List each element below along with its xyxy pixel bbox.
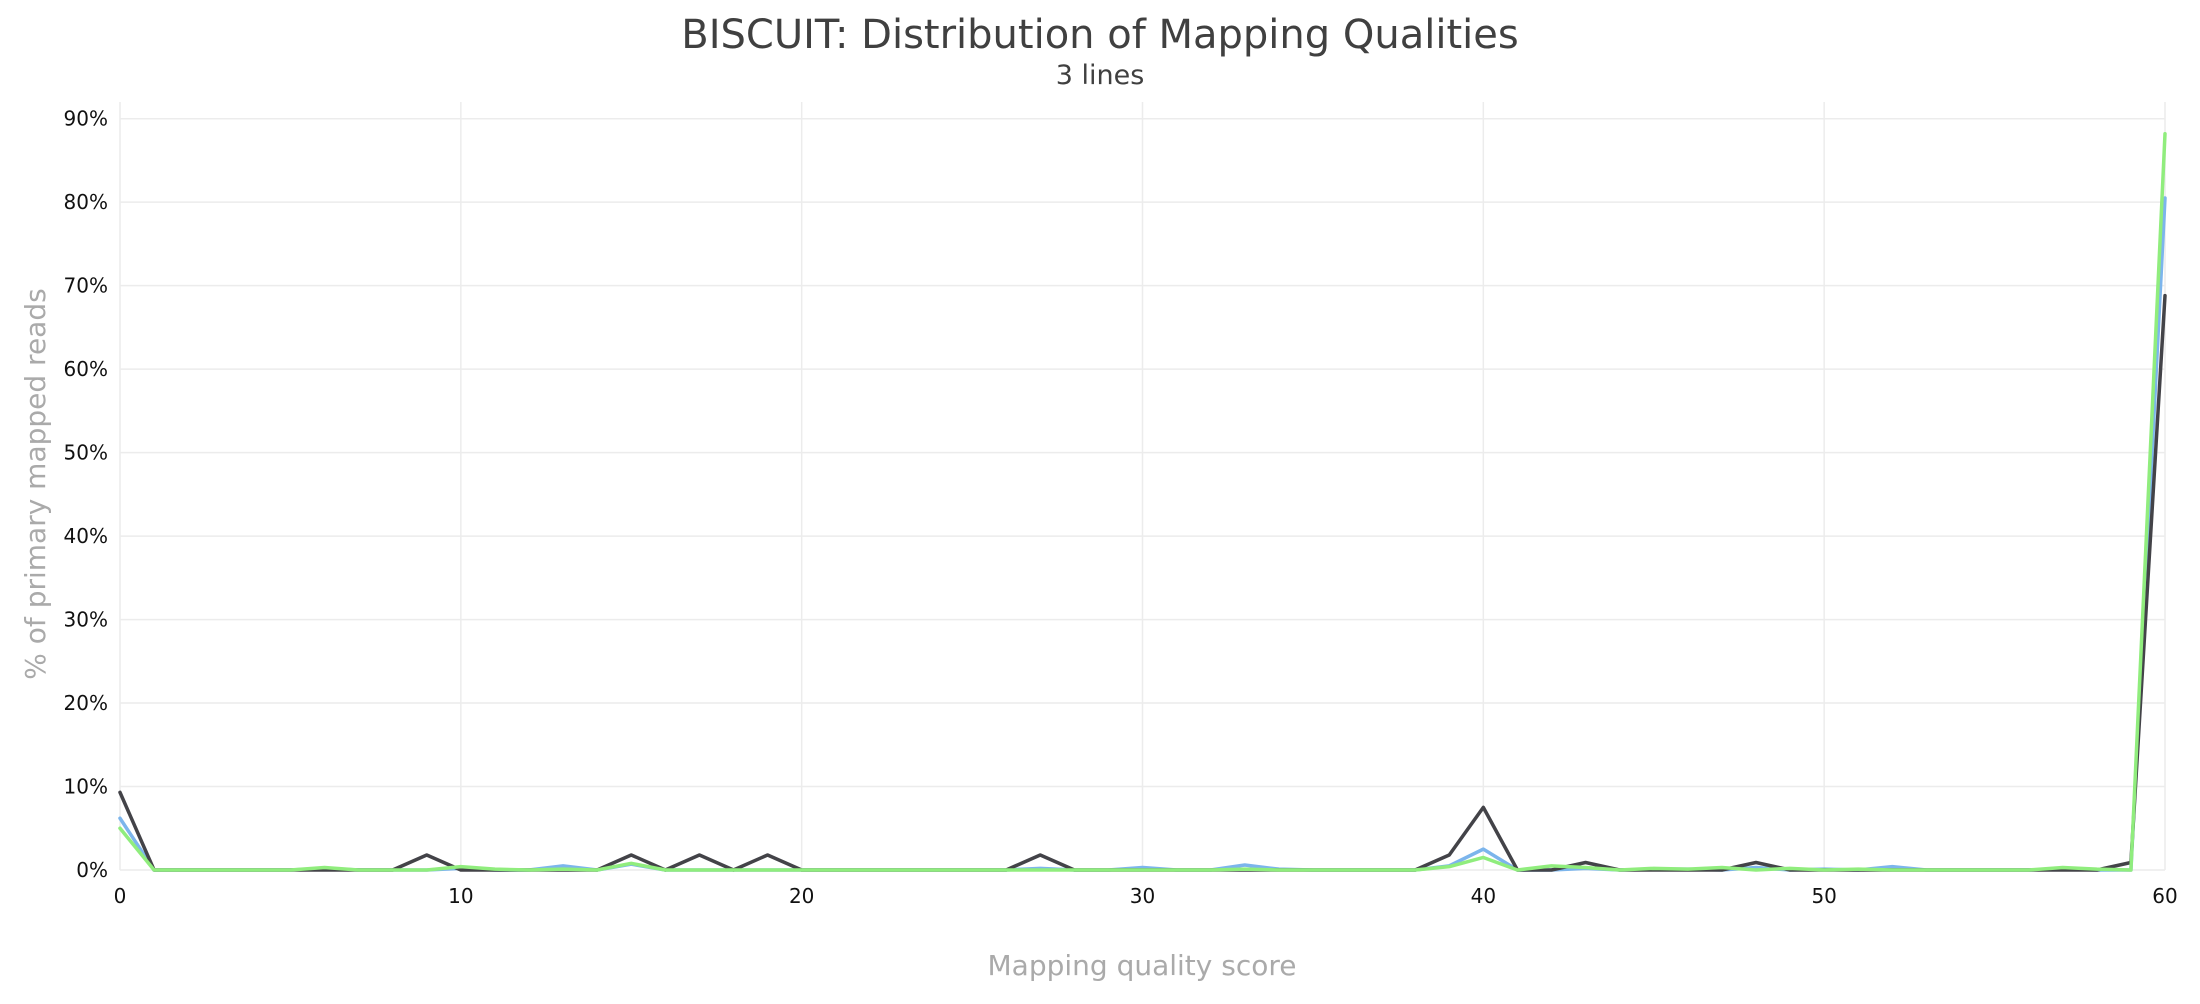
x-axis-ticks: 0 10 20 30 40 50 60	[114, 884, 2178, 908]
y-axis-label: % of primary mapped reads	[19, 288, 52, 679]
y-tick-label: 10%	[64, 775, 108, 799]
x-tick-label: 40	[1471, 884, 1496, 908]
y-tick-label: 30%	[64, 608, 108, 632]
y-tick-label: 70%	[64, 274, 108, 298]
y-tick-label: 20%	[64, 691, 108, 715]
x-tick-label: 10	[448, 884, 473, 908]
chart-subtitle: 3 lines	[1056, 60, 1145, 91]
x-tick-label: 0	[114, 884, 127, 908]
x-axis-label: Mapping quality score	[988, 949, 1297, 982]
x-tick-label: 30	[1130, 884, 1155, 908]
grid	[119, 102, 2166, 871]
x-tick-label: 20	[789, 884, 814, 908]
y-tick-label: 50%	[64, 441, 108, 465]
series-line-3[interactable]	[118, 131, 2167, 872]
y-tick-label: 90%	[64, 107, 108, 131]
y-tick-label: 60%	[64, 357, 108, 381]
y-tick-label: 80%	[64, 190, 108, 214]
y-tick-label: 0%	[76, 858, 108, 882]
x-tick-label: 50	[1811, 884, 1836, 908]
y-tick-label: 40%	[64, 524, 108, 548]
y-axis-ticks: 0% 10% 20% 30% 40% 50% 60% 70% 80% 90%	[64, 107, 108, 882]
series-lines	[118, 131, 2167, 872]
x-tick-label: 60	[2152, 884, 2177, 908]
chart-title: BISCUIT: Distribution of Mapping Qualiti…	[681, 12, 1518, 58]
